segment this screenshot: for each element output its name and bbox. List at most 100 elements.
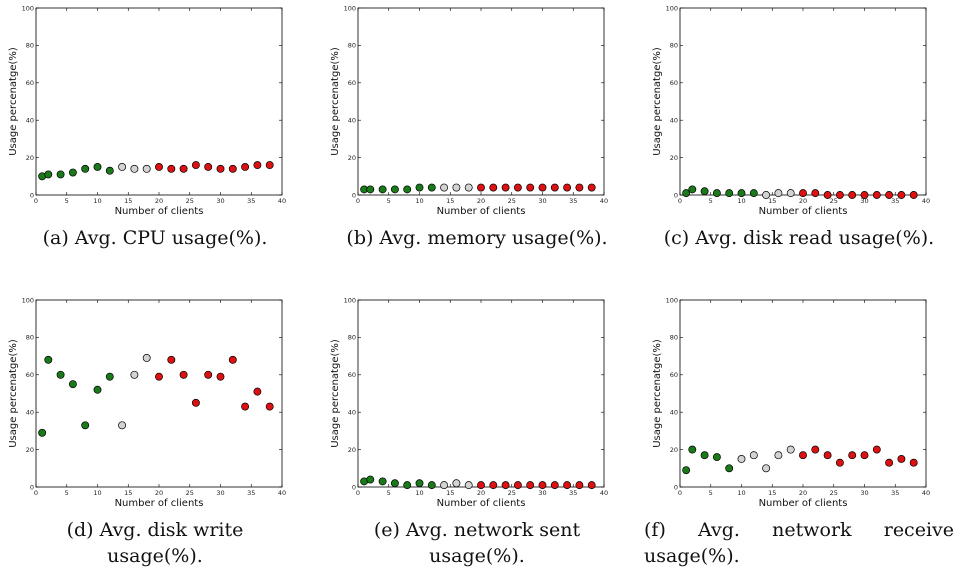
x-tick-label: 0: [678, 489, 682, 497]
x-tick-label: 35: [891, 489, 899, 497]
caption-line: (b) Avg. memory usage(%).: [346, 227, 608, 249]
caption-line: usage(%).: [107, 545, 203, 567]
x-tick-label: 35: [569, 197, 577, 205]
data-point: [575, 183, 584, 192]
data-point: [403, 481, 412, 490]
y-tick-label: 100: [666, 296, 678, 304]
y-tick-label: 60: [348, 371, 356, 379]
x-tick-label: 20: [477, 489, 485, 497]
x-axis-title: Number of clients: [115, 498, 204, 509]
data-point: [44, 355, 53, 364]
x-tick-label: 35: [247, 197, 255, 205]
x-tick-label: 0: [678, 197, 682, 205]
x-tick-label: 15: [124, 197, 132, 205]
data-point: [81, 421, 90, 430]
data-point: [191, 161, 200, 170]
x-tick-label: 15: [768, 489, 776, 497]
data-point: [105, 372, 114, 381]
data-point: [587, 481, 596, 490]
x-tick-label: 5: [65, 489, 69, 497]
y-tick-label: 20: [348, 154, 356, 162]
x-tick-label: 10: [415, 489, 423, 497]
y-tick-label: 0: [352, 191, 356, 199]
y-tick-label: 60: [26, 79, 34, 87]
x-tick-label: 0: [356, 197, 360, 205]
y-tick-label: 60: [670, 79, 678, 87]
x-tick-label: 5: [709, 489, 713, 497]
data-point: [477, 481, 485, 490]
x-tick-label: 40: [922, 197, 930, 205]
y-tick-label: 60: [26, 371, 34, 379]
panel-disk-read-usage: 0 5 10 15 20 25 30 35 40 0 20 40 60 80 100 Number of cl…: [644, 0, 954, 290]
data-point: [452, 183, 461, 192]
y-tick-label: 20: [670, 446, 678, 454]
data-point: [885, 191, 894, 199]
data-point: [762, 191, 771, 199]
y-tick-label: 80: [348, 42, 356, 50]
data-point: [860, 191, 869, 199]
y-tick-label: 40: [348, 117, 356, 125]
y-axis-title: Usage percenatge(%): [652, 47, 663, 156]
data-point: [897, 191, 906, 199]
plot-frame: [679, 7, 927, 196]
y-tick-label: 20: [348, 446, 356, 454]
data-point: [118, 162, 127, 171]
x-tick-label: 10: [93, 197, 101, 205]
x-tick-label: 5: [387, 489, 391, 497]
data-point: [228, 164, 237, 173]
chart-cpu-usage: 0 5 10 15 20 25 30 35 40 0 20 40 60 80 100 Number of cl…: [8, 4, 286, 217]
caption-line: (d) Avg. disk write: [66, 519, 244, 541]
x-tick-label: 0: [34, 197, 38, 205]
chart-disk-write-usage: 0 5 10 15 20 25 30 35 40 0 20 40 60 80 100 Number of cl…: [8, 296, 286, 509]
x-tick-label: 20: [155, 197, 163, 205]
data-point: [799, 189, 807, 198]
x-tick-label: 30: [860, 197, 868, 205]
data-point: [501, 481, 510, 490]
caption-line: (e) Avg. network sent: [373, 519, 581, 541]
caption-disk-write-usage: (d) Avg. disk write usage(%).: [0, 517, 310, 569]
data-point: [811, 445, 820, 454]
x-tick-label: 40: [278, 489, 286, 497]
data-point: [848, 451, 857, 460]
chart-memory-usage: 0 5 10 15 20 25 30 35 40 0 20 40 60 80 100 Number of cl…: [330, 4, 608, 217]
x-tick-label: 25: [508, 489, 516, 497]
x-tick-label: 25: [186, 197, 194, 205]
data-point: [415, 183, 424, 192]
chart-disk-read-usage: 0 5 10 15 20 25 30 35 40 0 20 40 60 80 100 Number of cl…: [652, 4, 930, 217]
data-point: [737, 189, 746, 198]
data-point: [587, 183, 596, 192]
data-point: [452, 479, 461, 488]
data-point: [762, 464, 771, 473]
y-tick-label: 40: [26, 409, 34, 417]
data-point: [477, 183, 485, 192]
y-tick-label: 80: [348, 334, 356, 342]
data-point: [390, 185, 399, 194]
x-tick-label: 0: [356, 489, 360, 497]
x-tick-label: 25: [830, 489, 838, 497]
data-point: [811, 189, 820, 198]
data-point: [489, 481, 498, 490]
chart-network-sent-usage: 0 5 10 15 20 25 30 35 40 0 20 40 60 80 100 Number of cl…: [330, 296, 608, 509]
data-point: [563, 481, 572, 490]
data-point: [682, 189, 691, 198]
x-tick-label: 5: [709, 197, 713, 205]
data-point: [179, 370, 188, 379]
data-point: [774, 189, 783, 198]
data-point: [265, 402, 274, 411]
data-point: [204, 370, 213, 379]
x-tick-label: 35: [247, 489, 255, 497]
data-point: [860, 451, 869, 460]
caption-network-sent-usage: (e) Avg. network sent usage(%).: [322, 517, 632, 569]
data-point: [848, 191, 857, 199]
data-point: [897, 454, 906, 463]
caption-disk-read-usage: (c) Avg. disk read usage(%).: [644, 225, 954, 251]
y-tick-label: 0: [30, 483, 34, 491]
panel-cpu-usage: 0 5 10 15 20 25 30 35 40 0 20 40 60 80 100 Number of cl…: [0, 0, 310, 290]
data-point: [427, 481, 436, 490]
data-point: [68, 380, 77, 389]
x-tick-label: 30: [860, 489, 868, 497]
y-tick-label: 40: [348, 409, 356, 417]
y-tick-label: 100: [666, 4, 678, 12]
x-tick-label: 20: [799, 197, 807, 205]
caption-memory-usage: (b) Avg. memory usage(%).: [322, 225, 632, 251]
